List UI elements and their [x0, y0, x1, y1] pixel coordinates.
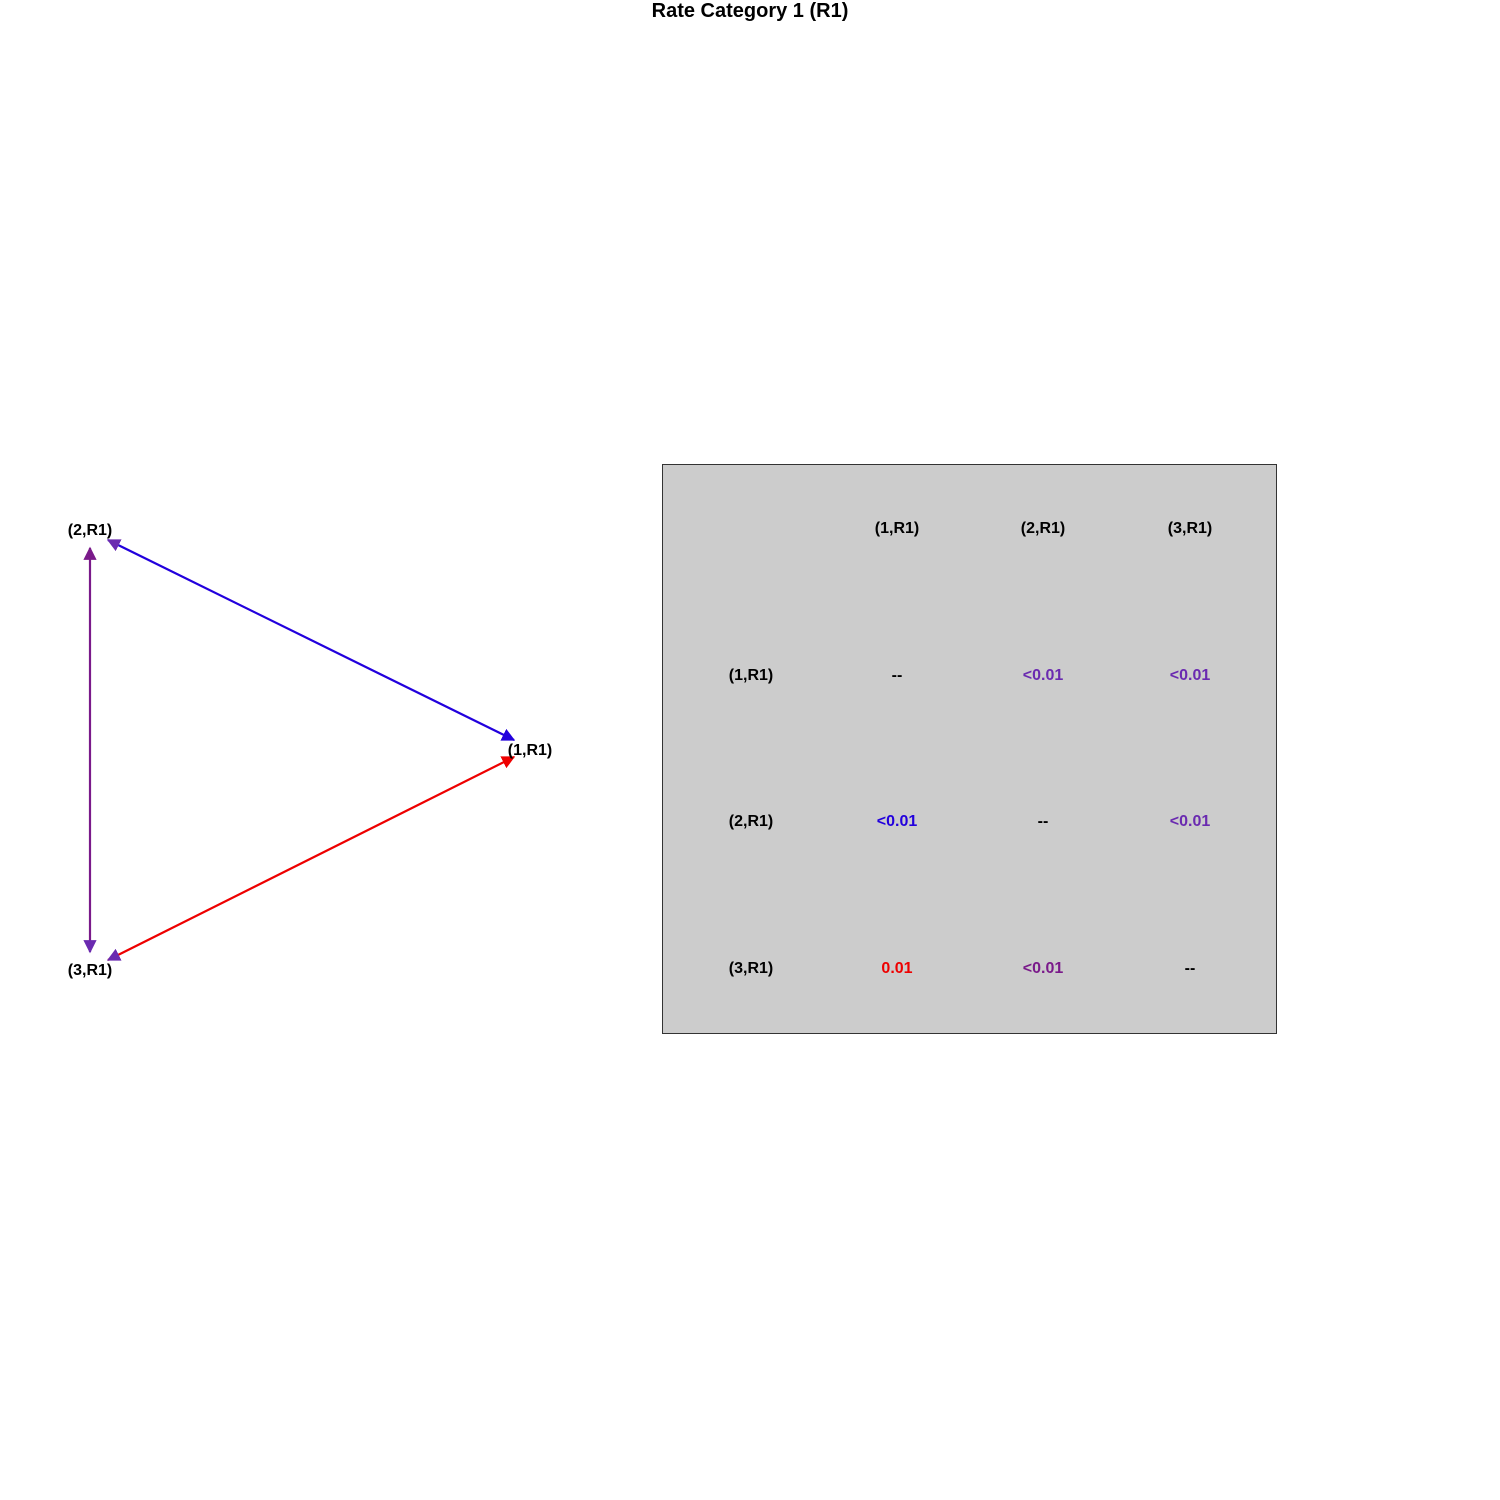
matrix-cell: -- — [1037, 813, 1049, 830]
matrix-cell: <0.01 — [1022, 667, 1064, 684]
node-label-1: (1,R1) — [508, 742, 552, 759]
matrix-cell: -- — [891, 667, 903, 684]
matrix-cell: 0.01 — [881, 960, 913, 977]
col-header: (1,R1) — [874, 520, 920, 537]
matrix-cell: <0.01 — [1022, 960, 1064, 977]
row-header: (3,R1) — [728, 960, 774, 977]
col-header: (2,R1) — [1020, 520, 1066, 537]
matrix-cell: <0.01 — [1169, 813, 1211, 830]
row-header: (2,R1) — [728, 813, 774, 830]
transition-graph: (2,R1) (1,R1) (3,R1) — [68, 522, 552, 979]
matrix-cell: <0.01 — [876, 813, 918, 830]
node-label-2: (2,R1) — [68, 522, 112, 539]
node-label-3: (3,R1) — [68, 962, 112, 979]
diagram-title: Rate Category 1 (R1) — [651, 0, 849, 22]
row-header: (1,R1) — [728, 667, 774, 684]
col-header: (3,R1) — [1167, 520, 1213, 537]
matrix-cell: -- — [1184, 960, 1196, 977]
edge-3-1 — [106, 756, 516, 961]
edge-2-1 — [106, 539, 516, 741]
matrix-cell: <0.01 — [1169, 667, 1211, 684]
rate-matrix-panel: (1,R1) (2,R1) (3,R1) (1,R1) (2,R1) (3,R1… — [662, 464, 1277, 1034]
